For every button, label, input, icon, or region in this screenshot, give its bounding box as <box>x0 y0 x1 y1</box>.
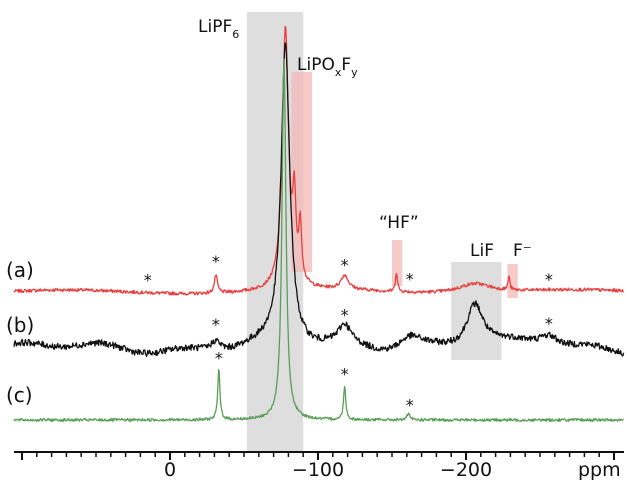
sideband-markers: * * * * * * * * * * * <box>144 252 553 414</box>
sideband-marker-a-1: * <box>212 252 220 271</box>
x-axis-label: ppm <box>578 459 621 481</box>
sideband-marker-c-1: * <box>341 364 349 383</box>
sideband-marker-a-3: * <box>406 270 414 289</box>
spectrum-traces <box>13 25 625 423</box>
sideband-marker-b-2: * <box>545 314 553 333</box>
sideband-marker-c-2: * <box>406 395 414 414</box>
series-label-c: (c) <box>6 383 33 407</box>
sideband-marker-a-4: * <box>545 270 553 289</box>
highlight-region-lif <box>451 262 502 360</box>
series-line-c <box>13 58 624 423</box>
series-label-b: (b) <box>6 313 34 337</box>
series-line-a <box>13 25 624 296</box>
sideband-marker-a-0: * <box>144 271 152 290</box>
region-label-lif: LiF <box>470 241 494 261</box>
highlight-regions <box>246 12 518 452</box>
x-axis <box>14 451 624 460</box>
x-tick-label-0: 0 <box>164 459 176 481</box>
series-label-a: (a) <box>6 258 34 282</box>
x-tick-label-minus-200: −200 <box>440 459 492 481</box>
sideband-marker-c-0: * <box>215 349 223 368</box>
region-label-fminus: F⁻ <box>513 241 532 261</box>
region-label-lipf6: LiPF6 <box>198 17 239 41</box>
region-label-hf: “HF” <box>379 213 419 233</box>
x-axis-tick-labels: 0 −100 −200 <box>164 459 492 481</box>
series-line-b <box>13 42 625 358</box>
sideband-marker-a-2: * <box>341 256 349 275</box>
highlight-region-hf <box>392 240 403 286</box>
region-label-lipoxfy: LiPOxFy <box>297 55 358 79</box>
sideband-marker-b-0: * <box>212 315 220 334</box>
sideband-marker-b-1: * <box>341 306 349 325</box>
highlight-region-f <box>507 264 518 298</box>
x-tick-label-minus-100: −100 <box>292 459 344 481</box>
